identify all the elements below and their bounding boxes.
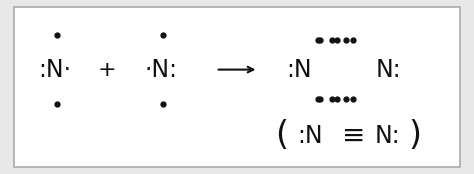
Text: ≡: ≡	[341, 122, 365, 150]
Text: ·N:: ·N:	[145, 58, 178, 82]
Text: +: +	[97, 60, 116, 80]
Text: ): )	[408, 119, 421, 152]
Text: (: (	[275, 119, 289, 152]
Text: :N: :N	[298, 124, 323, 148]
Text: N:: N:	[376, 58, 401, 82]
Text: :N·: :N·	[38, 58, 71, 82]
Text: :N: :N	[286, 58, 311, 82]
Text: N:: N:	[375, 124, 401, 148]
